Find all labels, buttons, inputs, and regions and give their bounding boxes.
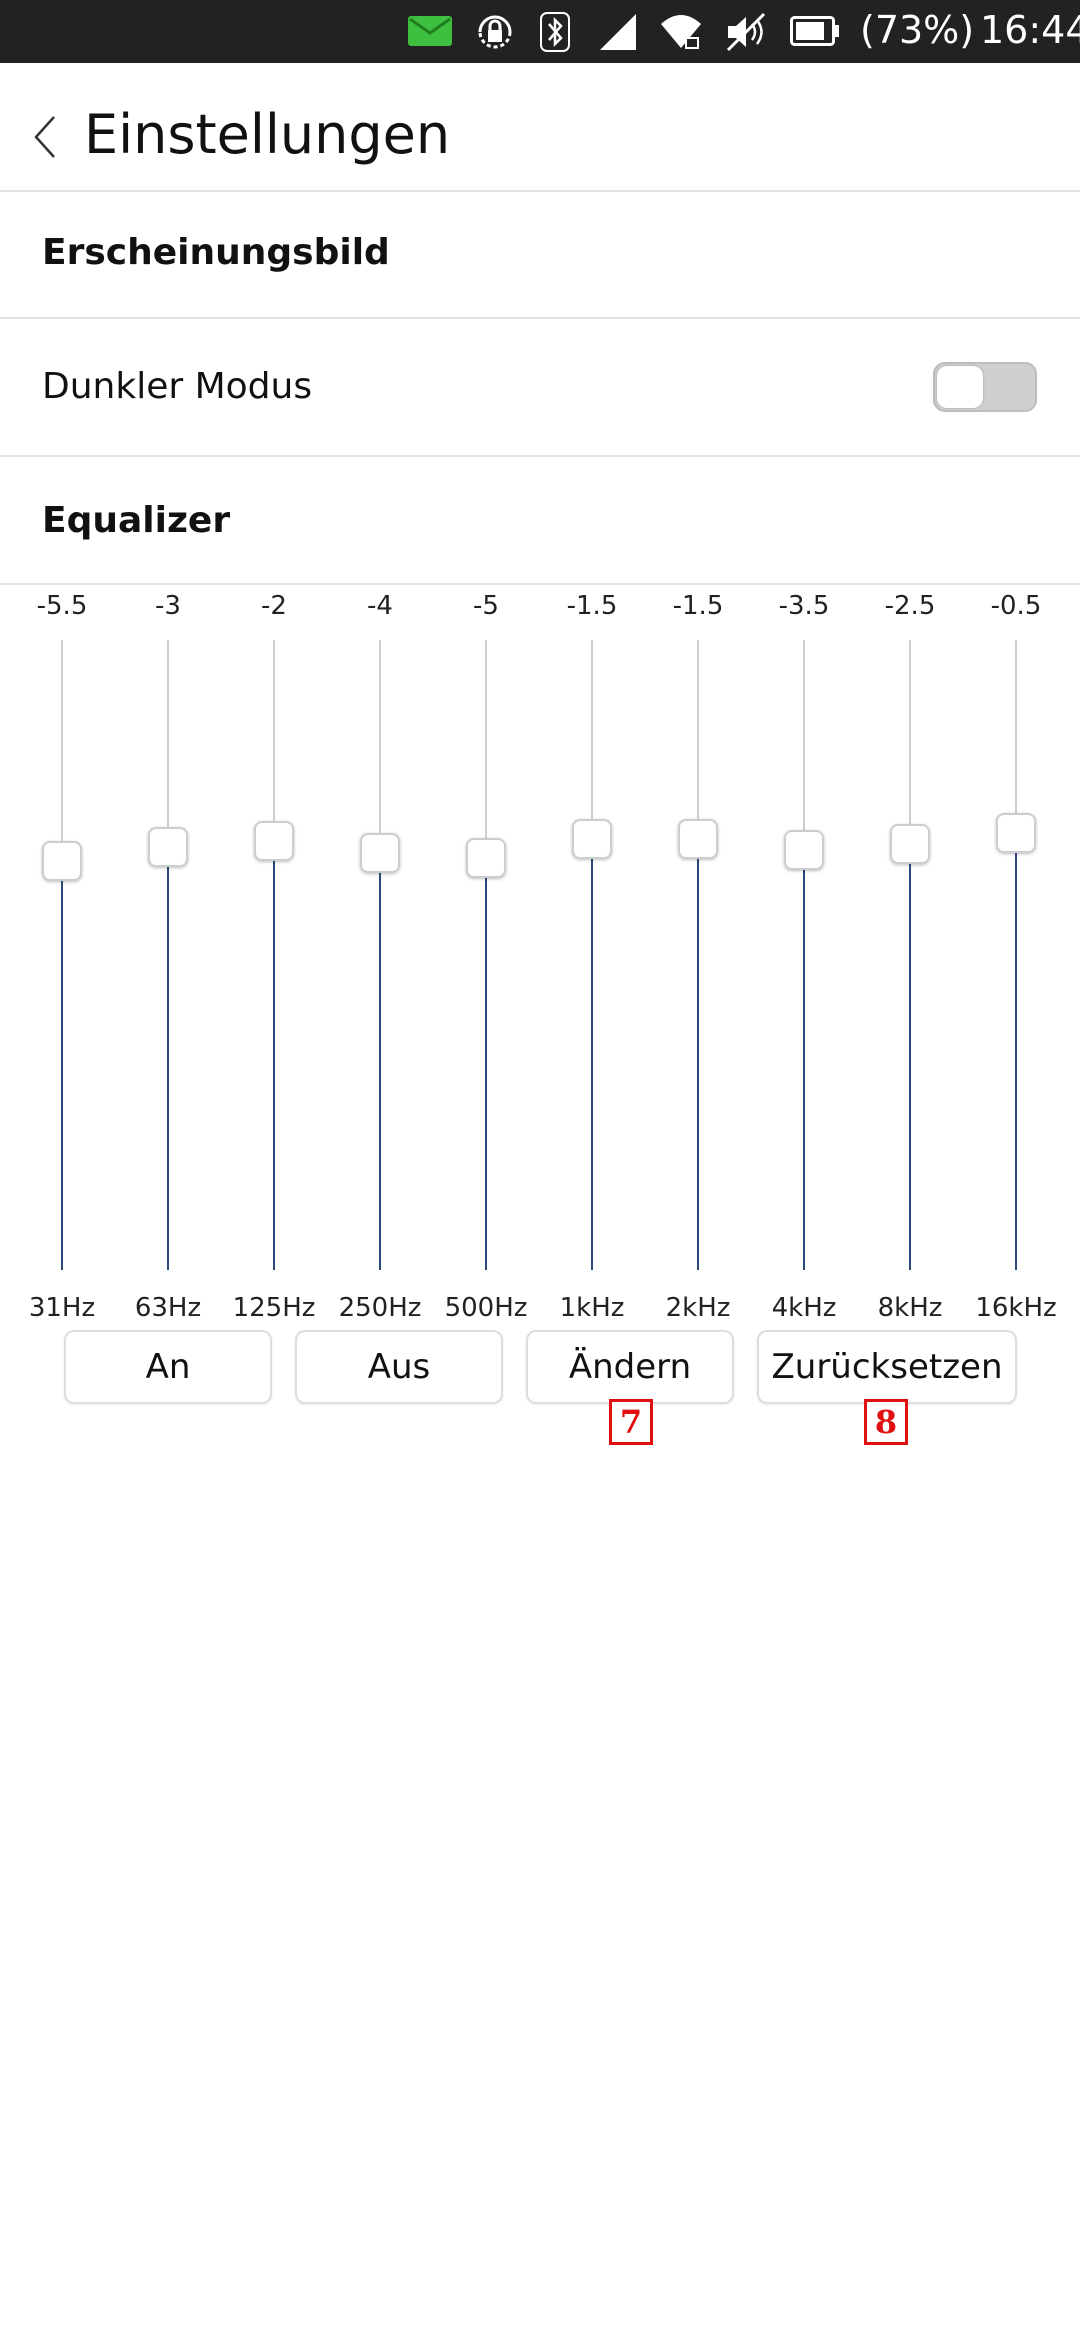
bluetooth-icon [540,12,570,52]
band-frequency-label: 63Hz [134,1293,202,1323]
band-frequency-label: 500Hz [444,1293,528,1323]
dark-mode-label: Dunkler Modus [42,366,313,407]
slider-thumb[interactable] [42,841,82,881]
band-value: -5 [473,591,499,621]
slider-track-empty[interactable] [167,640,169,847]
slider-track-empty[interactable] [803,640,805,850]
signal-icon [600,14,636,50]
slider-thumb[interactable] [784,830,824,870]
slider-thumb[interactable] [572,819,612,859]
section-title-equalizer: Equalizer [42,500,231,541]
slider-track-filled[interactable] [167,847,169,1270]
band-frequency-label: 31Hz [28,1293,96,1323]
band-frequency-label: 16kHz [975,1293,1057,1323]
band-frequency-label: 1kHz [559,1293,625,1323]
slider-thumb[interactable] [466,838,506,878]
divider [0,190,1080,192]
on-button[interactable]: An [64,1330,272,1404]
off-button[interactable]: Aus [295,1330,503,1404]
slider-track-empty[interactable] [379,640,381,853]
slider-track-empty[interactable] [1015,640,1017,833]
slider-track-empty[interactable] [697,640,699,839]
status-clock: 16:44 [980,8,1080,52]
equalizer-sliders: -5.5 31Hz -3 63Hz -2 125Hz -4 250Hz -5 500Hz -1.5 1… [0,585,1080,1325]
slider-track-filled[interactable] [61,861,63,1270]
band-value: -3 [155,591,181,621]
slider-track-filled[interactable] [379,853,381,1270]
slider-track-empty[interactable] [273,640,275,841]
dark-mode-toggle[interactable] [933,362,1037,412]
slider-track-filled[interactable] [485,858,487,1270]
band-frequency-label: 2kHz [665,1293,731,1323]
mail-icon [408,16,452,46]
page-header: Einstellungen [0,63,1080,191]
slider-track-filled[interactable] [591,839,593,1270]
divider [0,317,1080,319]
divider [0,583,1080,585]
slider-thumb[interactable] [996,813,1036,853]
slider-track-filled[interactable] [273,841,275,1270]
band-value: -2 [261,591,287,621]
band-frequency-label: 125Hz [232,1293,316,1323]
mute-icon [726,12,766,52]
band-frequency-label: 250Hz [338,1293,422,1323]
slider-track-filled[interactable] [909,844,911,1270]
page-title: Einstellungen [84,103,451,166]
slider-track-empty[interactable] [909,640,911,844]
band-value: -4 [367,591,393,621]
wifi-icon [661,15,701,49]
slider-track-filled[interactable] [1015,833,1017,1270]
slider-thumb[interactable] [148,827,188,867]
reset-button[interactable]: Zurücksetzen [757,1330,1017,1404]
band-value: -2.5 [884,591,936,621]
slider-track-empty[interactable] [591,640,593,839]
slider-thumb[interactable] [360,833,400,873]
slider-thumb[interactable] [254,821,294,861]
chevron-left-icon[interactable] [20,111,72,163]
slider-track-empty[interactable] [61,640,63,861]
divider [0,455,1080,457]
band-value: -3.5 [778,591,830,621]
slider-thumb[interactable] [890,824,930,864]
band-frequency-label: 4kHz [771,1293,837,1323]
slider-track-filled[interactable] [803,850,805,1270]
battery-icon [790,16,839,46]
band-value: -1.5 [672,591,724,621]
rotation-lock-icon [478,15,512,49]
change-badge: 7 [609,1399,653,1445]
change-button[interactable]: Ändern [526,1330,734,1404]
slider-thumb[interactable] [678,819,718,859]
toggle-knob[interactable] [937,366,983,408]
slider-track-empty[interactable] [485,640,487,858]
battery-percentage: (73%) [860,8,975,52]
band-frequency-label: 8kHz [877,1293,943,1323]
band-value: -5.5 [36,591,88,621]
reset-badge: 8 [864,1399,908,1445]
status-bar: (73%) 16:44 [0,0,1080,63]
section-title-appearance: Erscheinungsbild [42,232,390,273]
slider-track-filled[interactable] [697,839,699,1270]
band-value: -1.5 [566,591,618,621]
band-value: -0.5 [990,591,1042,621]
